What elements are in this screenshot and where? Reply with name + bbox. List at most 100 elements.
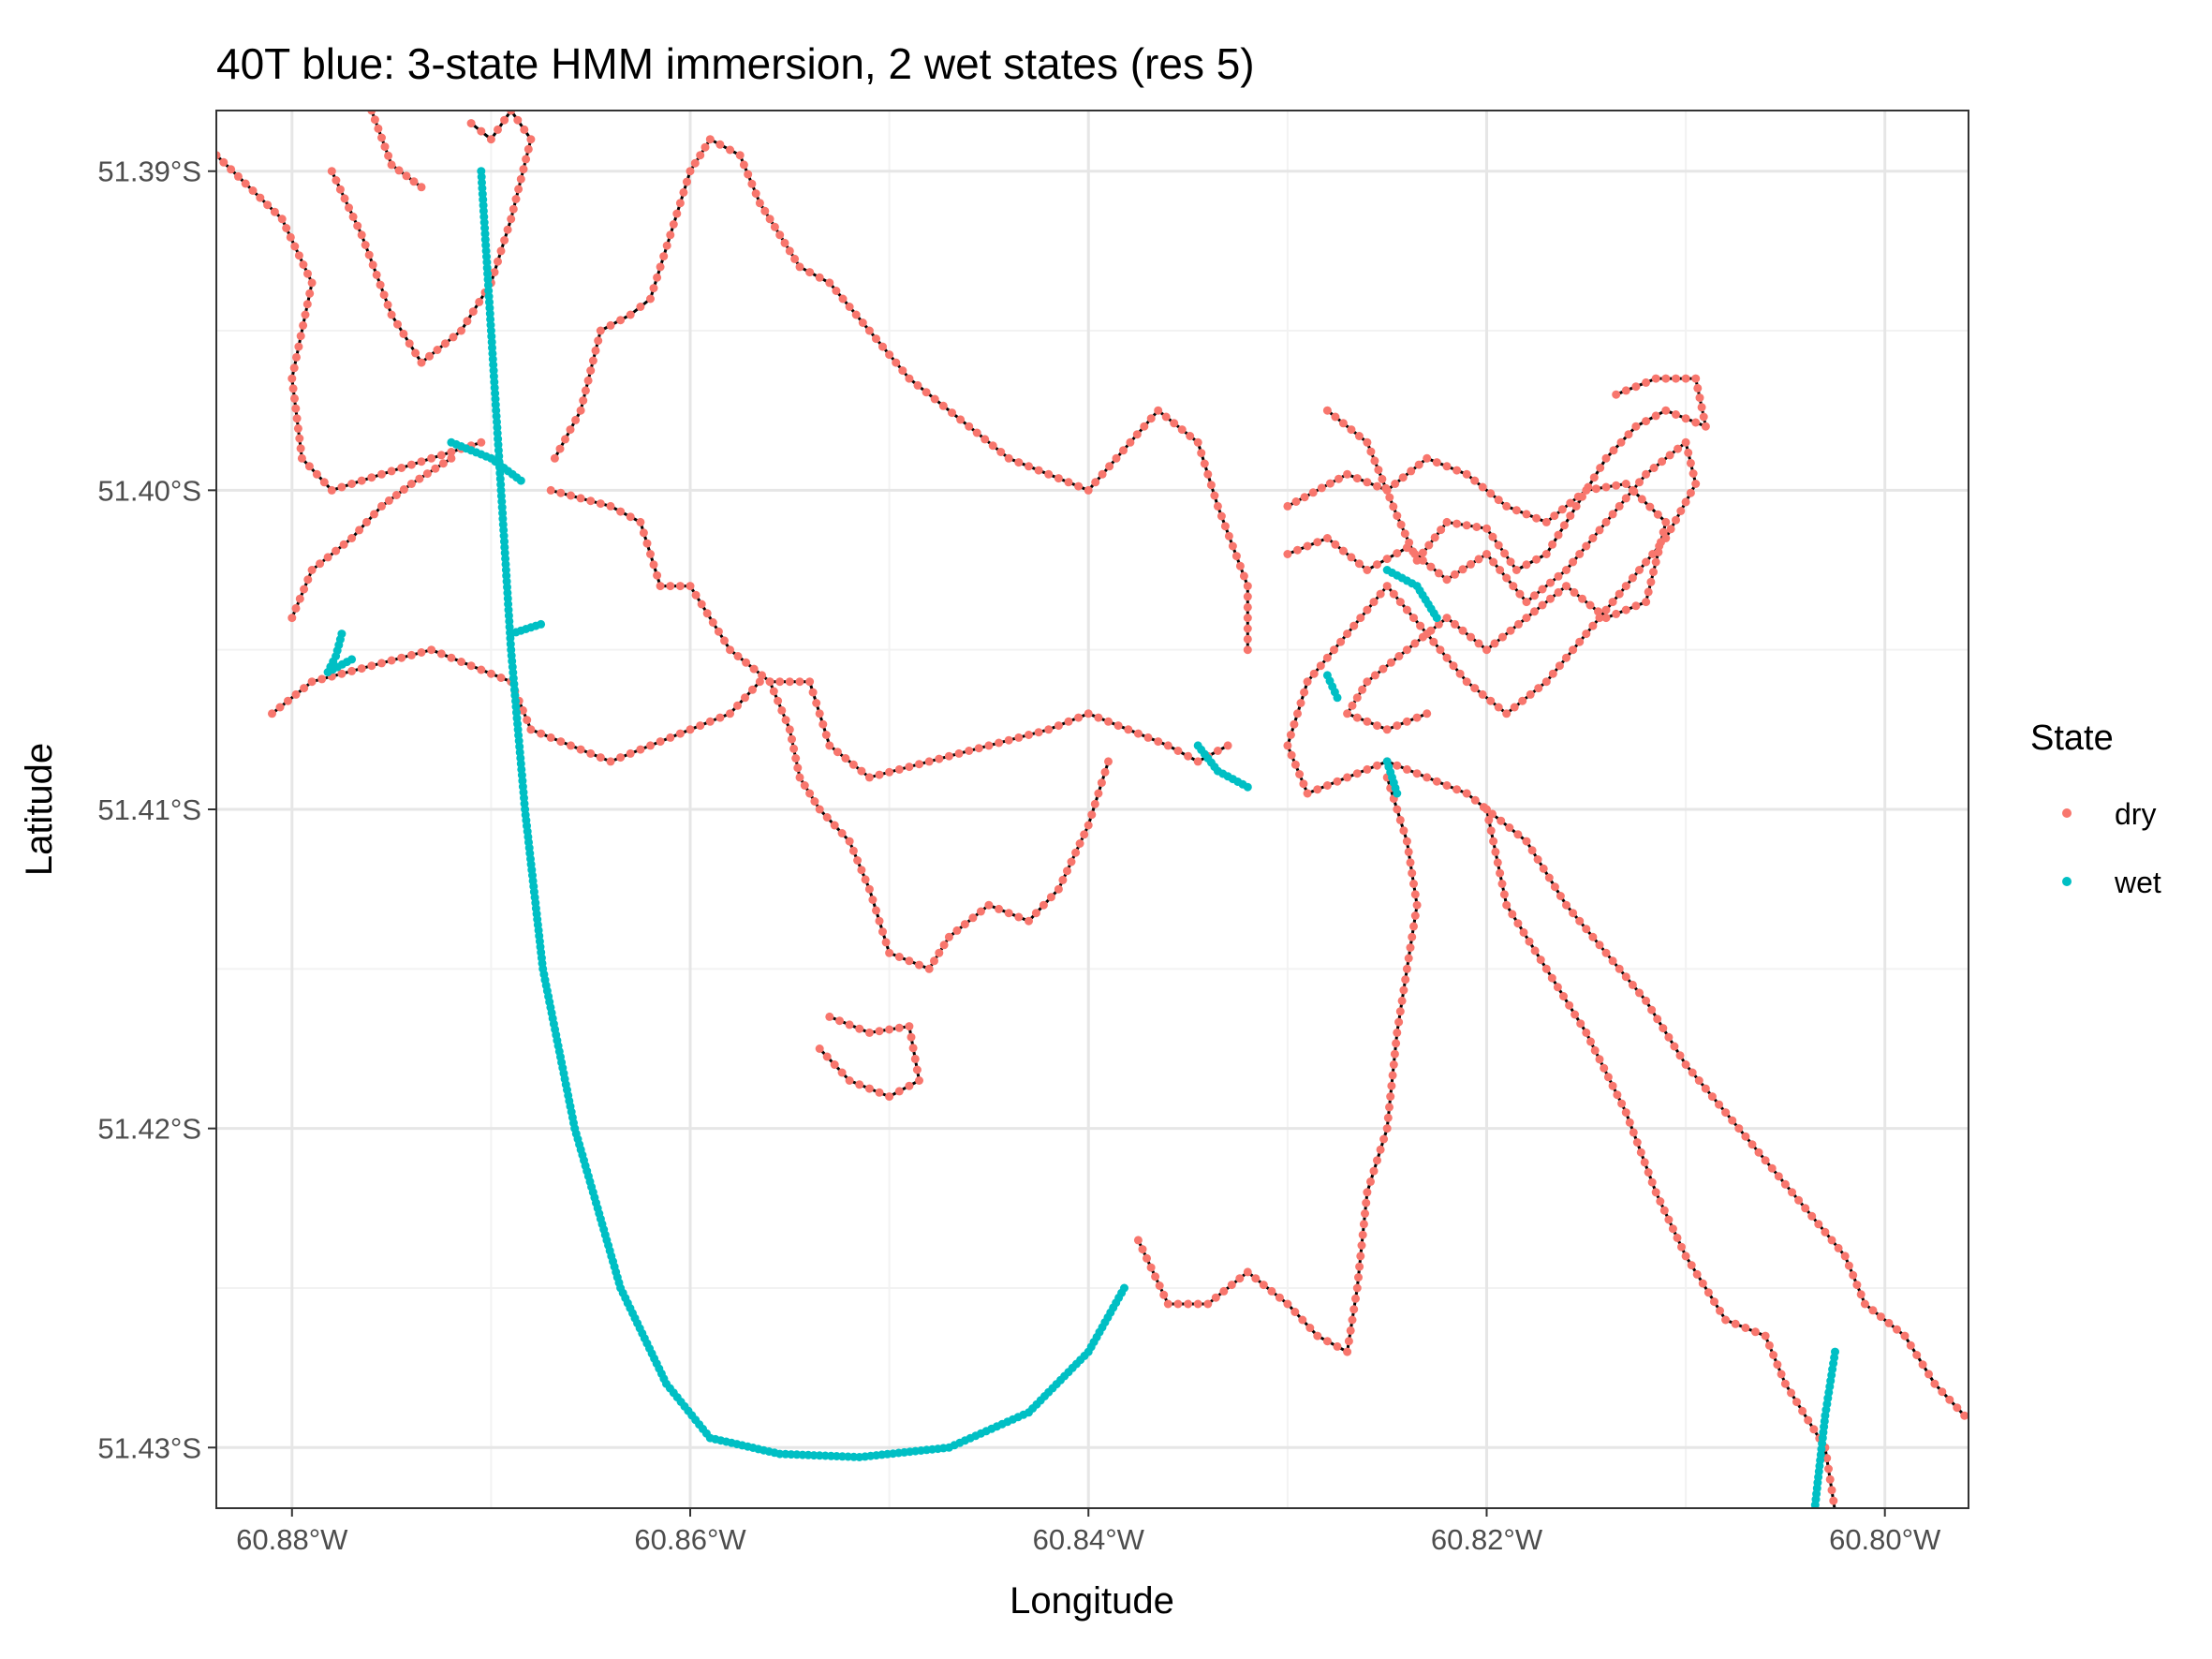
point-dry (1681, 1060, 1690, 1069)
point-dry (1151, 1272, 1160, 1281)
point-dry (1930, 1379, 1939, 1388)
point-dry (913, 380, 922, 390)
point-dry (377, 501, 386, 511)
point-dry (1488, 809, 1497, 819)
point-dry (1251, 1274, 1261, 1283)
point-dry (1210, 491, 1219, 500)
point-dry (1295, 770, 1305, 778)
point-dry (1588, 621, 1598, 630)
point-dry (1379, 664, 1388, 674)
point-dry (683, 177, 691, 186)
point-dry (1658, 457, 1667, 467)
point-dry (1400, 529, 1409, 539)
point-dry (1496, 566, 1505, 574)
point-dry (1416, 621, 1425, 630)
point-dry (1780, 1379, 1790, 1388)
point-wet (1243, 782, 1252, 792)
point-dry (1792, 1398, 1801, 1407)
point-dry (1409, 922, 1418, 931)
point-dry (905, 956, 914, 966)
point-dry (296, 332, 305, 341)
point-dry (1734, 1124, 1744, 1133)
y-axis-title: Latitude (19, 743, 60, 876)
point-dry (1184, 751, 1193, 761)
point-dry (486, 669, 495, 678)
point-dry (1298, 1315, 1307, 1325)
point-dry (519, 165, 528, 174)
point-dry (295, 434, 304, 443)
point-dry (1132, 430, 1142, 439)
point-dry (815, 709, 824, 718)
point-dry (922, 388, 931, 397)
point-dry (855, 1080, 864, 1089)
point-dry (720, 636, 729, 645)
point-dry (795, 773, 804, 782)
point-dry (1039, 900, 1048, 910)
point-dry (606, 757, 615, 766)
point-dry (872, 906, 880, 915)
point-dry (885, 767, 894, 777)
point-dry (1243, 582, 1252, 591)
point-dry (293, 423, 302, 433)
point-dry (659, 252, 669, 261)
point-dry (436, 451, 446, 460)
point-dry (1404, 954, 1413, 963)
legend-label-dry: dry (2115, 797, 2156, 831)
point-dry (1547, 973, 1556, 983)
point-dry (1382, 555, 1392, 564)
point-dry (1631, 382, 1641, 392)
point-dry (1074, 481, 1084, 491)
point-dry (1613, 1090, 1622, 1100)
point-dry (1442, 462, 1452, 471)
point-dry (1500, 549, 1510, 558)
point-dry (1906, 1341, 1915, 1350)
point-dry (449, 333, 458, 342)
point-dry (1349, 1305, 1359, 1314)
point-dry (1300, 493, 1309, 502)
point-dry (1780, 1179, 1790, 1189)
point-dry (433, 346, 442, 354)
point-dry (1382, 1124, 1392, 1133)
point-dry (1084, 709, 1093, 718)
point-dry (1664, 1215, 1674, 1224)
point-dry (705, 135, 715, 144)
point-dry (374, 124, 383, 133)
point-dry (837, 1068, 847, 1077)
point-dry (1343, 630, 1352, 639)
point-dry (233, 171, 243, 181)
point-dry (1522, 837, 1531, 846)
point-dry (1366, 1177, 1375, 1186)
point-dry (387, 467, 396, 476)
point-dry (1014, 912, 1024, 922)
point-dry (1386, 1092, 1395, 1102)
point-dry (636, 303, 645, 311)
point-dry (1656, 1197, 1665, 1206)
point-dry (1642, 417, 1651, 426)
point-dry (1647, 1178, 1657, 1187)
point-dry (353, 221, 362, 230)
point-dry (715, 140, 725, 149)
point-dry (1424, 541, 1434, 550)
point-dry (1243, 592, 1252, 601)
point-dry (1608, 510, 1617, 519)
point-dry (1692, 1269, 1702, 1279)
point-dry (1532, 513, 1541, 523)
point-dry (411, 348, 420, 358)
point-dry (1063, 867, 1071, 876)
point-dry (830, 821, 839, 830)
point-dry (1356, 614, 1365, 623)
point-dry (1541, 550, 1551, 558)
point-dry (417, 358, 426, 367)
point-dry (576, 406, 585, 415)
point-dry (1486, 696, 1496, 705)
point-dry (1601, 517, 1611, 526)
point-dry (393, 319, 402, 329)
point-dry (1657, 538, 1665, 547)
point-dry (1361, 1209, 1369, 1218)
point-dry (915, 1076, 923, 1085)
point-dry (1343, 773, 1352, 782)
point-dry (1672, 374, 1680, 383)
point-dry (1575, 916, 1585, 926)
point-dry (974, 744, 983, 753)
point-dry (1629, 1128, 1638, 1137)
